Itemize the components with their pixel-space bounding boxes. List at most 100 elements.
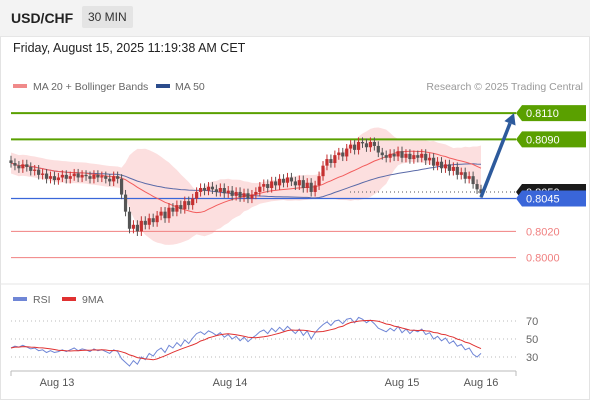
candle-body [96,174,100,178]
candle-body [349,144,353,149]
candle-body [321,165,325,177]
candle-body [44,173,49,179]
rsi-legend: RSI 9MA [13,294,104,306]
candle [364,138,369,152]
candle [349,140,353,154]
candle-body [68,176,72,179]
candle-body [479,189,483,194]
candle-body [376,145,380,153]
candle-body [396,151,400,157]
candle [392,149,396,162]
candle [471,171,475,189]
candle [40,168,45,180]
candle-body [274,181,278,186]
candle-body [467,176,471,179]
level-tag: 0.8045 [516,190,586,207]
candle [262,179,266,192]
ma50-legend-label: MA 50 [175,81,205,93]
candle-body [187,201,191,206]
candle [412,150,416,164]
candle-body [76,173,80,178]
candle-body [392,153,396,157]
candle-body [424,153,428,161]
candle [108,174,112,187]
candle-body [404,153,408,158]
candle [104,171,108,184]
candle [68,171,72,184]
candle [147,213,151,230]
candle-body [21,164,25,169]
candle-body [270,181,274,188]
price-levels [11,112,516,259]
candle [388,149,392,163]
candle [242,188,246,202]
candle [325,154,329,171]
bollinger-band [11,127,481,245]
candle [420,149,424,163]
candle [151,213,155,227]
candle [159,207,163,221]
level-tag-bg [516,105,586,122]
candle-body [463,172,467,179]
interval-selector[interactable]: 30 MIN [82,6,133,28]
candle [266,179,270,193]
candle [17,161,21,173]
candle [277,174,282,190]
candle-body [108,178,112,182]
arrow-shaft [479,122,512,198]
rsi-grid: 30 50 70 [11,316,538,364]
candle [337,147,341,160]
candle [116,171,120,184]
candle-body [439,161,444,169]
candle-body [337,152,341,156]
candle-body [29,166,33,171]
rsi-ma9-line [10,319,482,361]
candle-body [254,191,258,195]
candle [447,159,452,176]
candle-body [262,184,266,187]
candle-body [451,166,455,171]
candle-body [356,142,361,150]
candle [435,157,440,171]
level-tag-label: 0.8090 [526,134,560,146]
candle [202,183,207,196]
rsi-legend-label: RSI [33,294,51,306]
candle-body [317,176,321,186]
candle-body [222,188,226,194]
candle-body [183,201,187,210]
candle [230,186,234,201]
candle-body [360,142,365,144]
candle-body [159,211,163,216]
candle-body [258,186,262,192]
candle [258,182,262,197]
candle-body [48,176,53,179]
candle [432,153,436,171]
candle [206,182,211,196]
main-legend: MA 20 + Bollinger Bands MA 50 Research ©… [13,81,583,93]
x-tick-label: Aug 14 [213,377,248,389]
candle [84,170,88,181]
candle [123,189,128,217]
ma9-legend-swatch [62,297,76,301]
x-tick-label: Aug 15 [385,377,420,389]
candle-body [281,178,286,183]
candle [56,172,60,185]
candle [424,149,428,165]
candle [222,183,226,198]
candle [37,165,41,180]
level-tag: 0.8110 [516,105,586,122]
candle [281,174,286,188]
candle-body [88,176,92,179]
candle-body [72,173,76,177]
candle [250,189,254,204]
candle-body [25,164,29,167]
candle [309,178,313,197]
candle [195,187,199,204]
candle-body [289,177,294,182]
x-tick-label: Aug 16 [464,377,499,389]
rsi-tick-label: 70 [526,316,538,328]
ma9-legend-label: 9MA [82,294,104,306]
candle-body [155,215,159,223]
candle-body [443,164,448,169]
